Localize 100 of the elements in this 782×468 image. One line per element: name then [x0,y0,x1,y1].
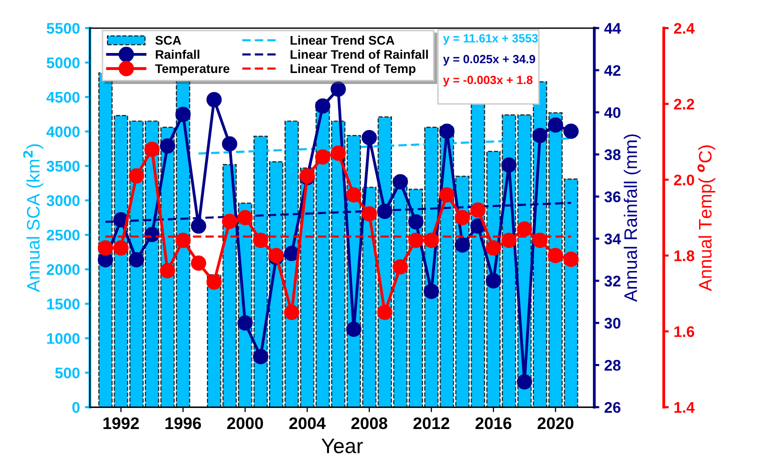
point [516,221,532,237]
y2-tick-label: 28 [604,360,621,371]
y-tick-label: 4000 [46,126,80,138]
legend-label: Temperature [155,64,230,76]
point [532,232,548,248]
point [222,214,238,230]
y2-tick-label: 44 [604,23,621,34]
y-tick-label: 3000 [46,195,80,206]
point [284,304,300,320]
y2-tick-label: 40 [604,107,620,118]
point [206,274,222,290]
legend-label: Linear Trend SCA [290,36,394,45]
point [408,214,424,230]
legend-label: Linear Trend of Temp [290,64,416,76]
x-tick-label: 2012 [413,417,450,430]
point [98,240,114,256]
point [362,206,377,222]
point [548,248,564,264]
y-tick-label: 5500 [46,22,80,34]
point [563,252,579,267]
point [548,117,564,133]
x-tick-label: 2008 [351,417,388,430]
y3-axis-title: Annual Temp( $^{o}$C) [698,145,716,292]
point [501,232,517,248]
point [470,202,486,218]
y2-tick-label: 32 [604,276,620,287]
point [190,255,206,271]
y3-tick-label: 2.0 [674,174,694,186]
point [268,248,284,264]
point [486,240,502,256]
x-tick-label: 2000 [227,417,263,430]
point [222,136,238,152]
y-tick-label: 2500 [46,230,80,241]
y2-tick-label: 30 [604,318,620,329]
x-tick-label: 2004 [289,417,326,430]
point [392,259,408,275]
point [237,210,253,226]
point [330,82,346,97]
y2-tick-label: 26 [604,402,620,413]
y-tick-label: 1000 [47,333,80,344]
point [532,128,548,144]
point [113,240,129,256]
point [315,149,330,165]
y-tick-label: 4500 [46,92,80,103]
point [392,174,408,190]
point [128,252,144,268]
point [175,106,191,122]
point [175,232,191,248]
point [454,237,470,253]
y2-tick-label: 36 [604,191,620,202]
x-tick-label: 1996 [166,417,201,430]
y-tick-label: 0 [72,402,80,413]
point [501,157,517,173]
point [408,232,424,248]
point [439,187,455,203]
x-tick-label: 2016 [475,417,512,430]
annotation: y = 0.025x + 34.9 [443,54,536,66]
y3-tick-label: 2.4 [674,22,695,34]
y3-tick-label: 1.8 [674,250,694,262]
y2-tick-label: 38 [604,149,621,160]
point [330,146,346,161]
point [377,204,392,219]
point [160,263,176,278]
y3-tick-label: 1.4 [674,402,695,413]
point [160,138,176,154]
point [377,304,392,320]
x-axis-title: Year [322,438,363,454]
point [486,273,502,288]
legend-label: Linear Trend of Rainfall [290,50,428,59]
y3-tick-label: 1.6 [674,326,694,338]
point [439,124,455,139]
point [128,168,144,184]
point [253,348,268,364]
y2-tick-label: 34 [604,234,621,244]
point [362,130,377,146]
point [454,210,470,226]
point [144,142,160,158]
point [284,246,300,262]
point [516,374,532,390]
x-tick-label: 2020 [538,417,574,430]
point [253,232,268,248]
y2-tick-label: 42 [604,65,620,76]
point [346,322,362,337]
point [346,187,362,203]
x-tick-label: 1992 [103,417,139,430]
point [563,124,579,139]
y-axis-title: Annual SCA (km$^{2}$) [23,144,44,292]
y-tick-label: 500 [55,368,80,378]
y3-tick-label: 2.2 [674,98,694,110]
annotation: y = -0.003x + 1.8 [443,76,533,86]
annotation: y = 11.61x + 3553 [443,34,538,45]
y-tick-label: 2000 [46,264,80,275]
y2-axis-title: Annual Rainfall (mm) [624,134,641,302]
y-tick-label: 3500 [46,160,80,172]
point [424,284,440,299]
point [315,98,330,114]
legend-label: Rainfall [156,50,200,59]
point [190,218,206,234]
y-tick-label: 1500 [47,298,80,310]
y-tick-label: 5000 [46,57,80,68]
